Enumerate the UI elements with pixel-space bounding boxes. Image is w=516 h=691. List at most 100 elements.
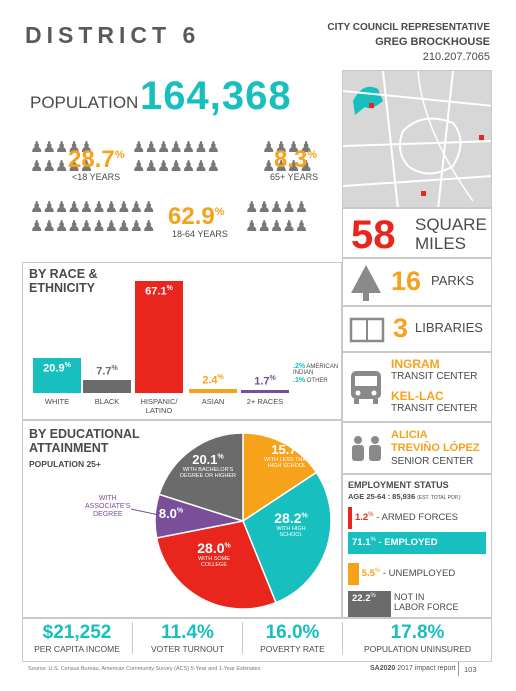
- employment-bar: [348, 507, 352, 529]
- race-bar-label: WHITE: [44, 397, 70, 406]
- employment-text: 5.5% - UNEMPLOYED: [361, 568, 456, 580]
- footer-report: SA2020 2017 impact report: [370, 665, 456, 672]
- area-unit-2: MILES: [415, 234, 467, 253]
- area-box: 58 SQUARE MILES: [342, 208, 492, 258]
- age-under18-value: 28.7%: [68, 146, 125, 173]
- race-bar-label: ASIAN: [201, 397, 225, 406]
- area-value: 58: [351, 213, 396, 257]
- race-bar: [135, 281, 183, 393]
- rep-phone: 210.207.7065: [422, 51, 490, 63]
- transit-1-name: INGRAM: [391, 357, 440, 371]
- race-bar-label: BLACK: [94, 397, 120, 406]
- people-icons-middle: ♟♟♟♟♟♟♟ ♟♟♟♟♟♟♟: [132, 139, 220, 175]
- race-bar-value: 2.4%: [202, 373, 224, 387]
- pie-slice: [242, 471, 332, 604]
- assoc-leader-line: [131, 508, 160, 516]
- population-label: POPULATION: [30, 93, 139, 112]
- race-bar-value: 20.9%: [43, 362, 71, 375]
- age-under18-label: <18 YEARS: [72, 172, 121, 182]
- race-title-1: BY RACE &: [29, 267, 98, 281]
- race-bar-value: 1.7%: [254, 375, 276, 388]
- assoc-outer-label: WITH ASSOCIATE'S DEGREE: [85, 495, 131, 518]
- race-section: BY RACE & ETHNICITY 20.9% WHITE 7.7% BLACK 6…: [22, 262, 342, 420]
- stat-uninsured: 17.8% POPULATION UNINSURED: [342, 622, 492, 654]
- minor-race-1: .2% AMERICAN INDIAN: [293, 363, 339, 376]
- employment-text: 71.1% - EMPLOYED: [352, 537, 438, 549]
- label-college: 28.0% WITH SOME COLLEGE: [197, 540, 231, 568]
- race-bar: [83, 380, 131, 393]
- transit-box: INGRAM TRANSIT CENTER KEL-LAC TRANSIT CE…: [342, 352, 492, 422]
- education-pie-chart: [154, 432, 332, 610]
- edu-subtitle: POPULATION 25+: [29, 459, 101, 469]
- race-bar: [241, 390, 289, 393]
- employment-section: EMPLOYMENT STATUS AGE 25-64 : 85,936 (ES…: [342, 474, 492, 618]
- employment-bar: [348, 591, 392, 617]
- label-bach: 20.1% WITH BACHELOR'S DEGREE OR HIGHER: [180, 452, 236, 479]
- age-over65-label: 65+ YEARS: [270, 172, 319, 182]
- race-bar: [33, 358, 81, 393]
- footer-source: Source: U.S. Census Bureau, American Com…: [28, 666, 261, 672]
- map-roads: [343, 71, 491, 207]
- label-assoc: 8.0%: [158, 506, 184, 521]
- employment-subtitle: AGE 25-64 : 85,936 (EST. TOTAL POP.): [348, 492, 461, 501]
- age-over65-value: 8.3%: [274, 146, 318, 173]
- bottom-stats: [22, 618, 492, 662]
- people-icons-adult-right: ♟♟♟♟♟ ♟♟♟♟♟: [245, 199, 308, 235]
- pie-slice: [155, 520, 277, 610]
- age-adult-label: 18-64 YEARS: [172, 229, 228, 239]
- parks-box: 16 PARKS: [342, 258, 492, 306]
- pie-slice: [242, 432, 318, 523]
- stat-income: $21,252 PER CAPITA INCOME: [34, 622, 120, 654]
- population-value: 164,368: [140, 74, 292, 118]
- map-district-area: [353, 86, 383, 115]
- map-marker-1: [479, 135, 484, 140]
- rep-name: GREG BROCKHOUSE: [375, 36, 490, 48]
- employment-row: 71.1% - EMPLOYED: [348, 532, 488, 556]
- race-bar-label: 2+ RACES: [246, 397, 284, 406]
- pie-slice: [158, 432, 244, 523]
- tree-icon: [351, 265, 381, 301]
- employment-row: 5.5% - UNEMPLOYED: [348, 563, 488, 587]
- map-marker-2: [421, 191, 426, 196]
- edu-title-1: BY EDUCATIONAL: [29, 427, 140, 441]
- senior-label: SENIOR CENTER: [391, 456, 474, 467]
- libraries-box: 3 LIBRARIES: [342, 306, 492, 352]
- transit-2-name: KEL-LAC: [391, 389, 444, 403]
- people-icons-adult-left: ♟♟♟♟♟♟♟♟♟♟ ♟♟♟♟♟♟♟♟♟♟: [30, 199, 155, 235]
- libraries-value: 3: [393, 313, 409, 343]
- senior-name-2: TREVIÑO LÓPEZ: [391, 442, 480, 454]
- label-hs: 28.2% WITH HIGH SCHOOL: [274, 510, 308, 538]
- bus-icon: [351, 371, 381, 404]
- people-icons-over65: ♟♟♟♟ ♟♟♟♟: [262, 139, 313, 175]
- race-bar-value: 7.7%: [96, 365, 118, 378]
- book-icon: [349, 317, 385, 343]
- employment-text: 22.2% NOT IN LABOR FORCE: [352, 592, 459, 612]
- race-bar-chart: 20.9% WHITE 7.7% BLACK 67.1% HISPANIC/ LATINO…: [23, 263, 343, 421]
- label-less-hs: 15.7% WITH LESS THAN HIGH SCHOOL: [263, 442, 311, 469]
- stat-voter: 11.4% VOTER TURNOUT: [132, 622, 242, 654]
- senior-box: ALICIA TREVIÑO LÓPEZ SENIOR CENTER: [342, 422, 492, 474]
- age-adult-value: 62.9%: [168, 203, 225, 230]
- race-bar-label: HISPANIC/ LATINO: [140, 397, 178, 415]
- employment-row: 1.2% - ARMED FORCES: [348, 507, 488, 531]
- map-road-curve: [417, 71, 474, 202]
- education-section: BY EDUCATIONAL ATTAINMENT POPULATION 25+…: [22, 420, 342, 618]
- rep-title: CITY COUNCIL REPRESENTATIVE: [327, 22, 490, 33]
- employment-bar: [348, 563, 359, 585]
- stat-poverty: 16.0% POVERTY RATE: [242, 622, 342, 654]
- senior-people-icon: [352, 436, 381, 461]
- district-map: [342, 70, 492, 208]
- senior-name-1: ALICIA: [391, 429, 428, 441]
- area-unit-1: SQUARE: [415, 215, 487, 234]
- transit-2-label: TRANSIT CENTER: [391, 403, 478, 414]
- libraries-label: LIBRARIES: [415, 320, 483, 335]
- parks-value: 16: [391, 266, 422, 296]
- employment-text: 1.2% - ARMED FORCES: [355, 512, 459, 524]
- employment-bar: [348, 532, 486, 554]
- page-number: 103: [464, 665, 477, 674]
- footer-divider: [458, 662, 459, 676]
- employment-title: EMPLOYMENT STATUS: [348, 480, 449, 490]
- employment-row: 22.2% NOT IN LABOR FORCE: [348, 591, 488, 617]
- minor-race-2: .1% OTHER: [293, 377, 328, 384]
- map-svg: [343, 71, 491, 207]
